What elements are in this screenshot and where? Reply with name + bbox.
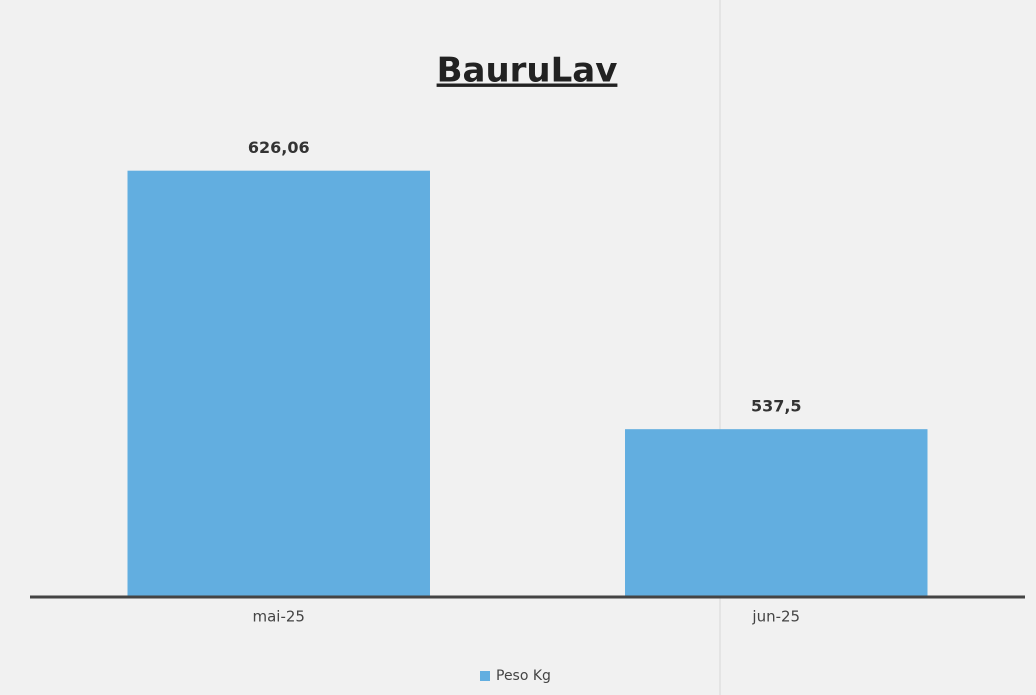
bar: [625, 429, 928, 597]
bar: [127, 170, 430, 597]
data-label: 537,5: [751, 397, 802, 416]
legend-label: Peso Kg: [496, 668, 551, 684]
data-label: 626,06: [248, 138, 310, 157]
x-tick-label: jun-25: [751, 608, 800, 626]
legend-swatch: [480, 671, 490, 681]
x-tick-label: mai-25: [253, 608, 305, 626]
chart-title: BauruLav: [437, 51, 618, 91]
